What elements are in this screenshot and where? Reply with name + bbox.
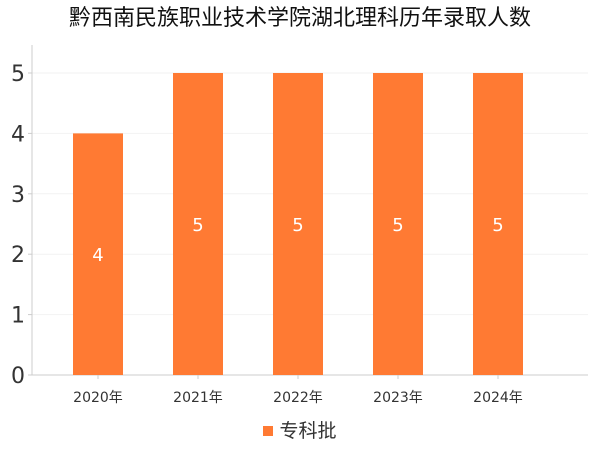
x-tick-label: 2022年	[273, 390, 323, 406]
y-tick-label: 1	[11, 304, 25, 329]
x-tick-label: 2021年	[173, 390, 223, 406]
legend: 专科批	[0, 418, 600, 444]
bar	[273, 73, 323, 375]
bar	[73, 133, 123, 375]
x-tick-label: 2024年	[473, 390, 523, 406]
y-tick-label: 2	[11, 243, 25, 268]
data-label: 5	[492, 215, 503, 236]
bar	[173, 73, 223, 375]
y-tick-label: 5	[11, 62, 25, 87]
x-tick-label: 2020年	[73, 390, 123, 406]
y-tick-label: 0	[11, 364, 25, 389]
y-tick-label: 4	[11, 122, 25, 147]
bar	[473, 73, 523, 375]
y-tick-label: 3	[11, 183, 25, 208]
bar	[373, 73, 423, 375]
chart-title: 黔西南民族职业技术学院湖北理科历年录取人数	[68, 6, 531, 31]
data-label: 5	[192, 215, 203, 236]
x-tick-label: 2023年	[373, 390, 423, 406]
legend-swatch	[263, 426, 274, 436]
data-label: 5	[292, 215, 303, 236]
data-label: 4	[92, 245, 103, 266]
data-label: 5	[392, 215, 403, 236]
legend-label: 专科批	[279, 420, 337, 442]
